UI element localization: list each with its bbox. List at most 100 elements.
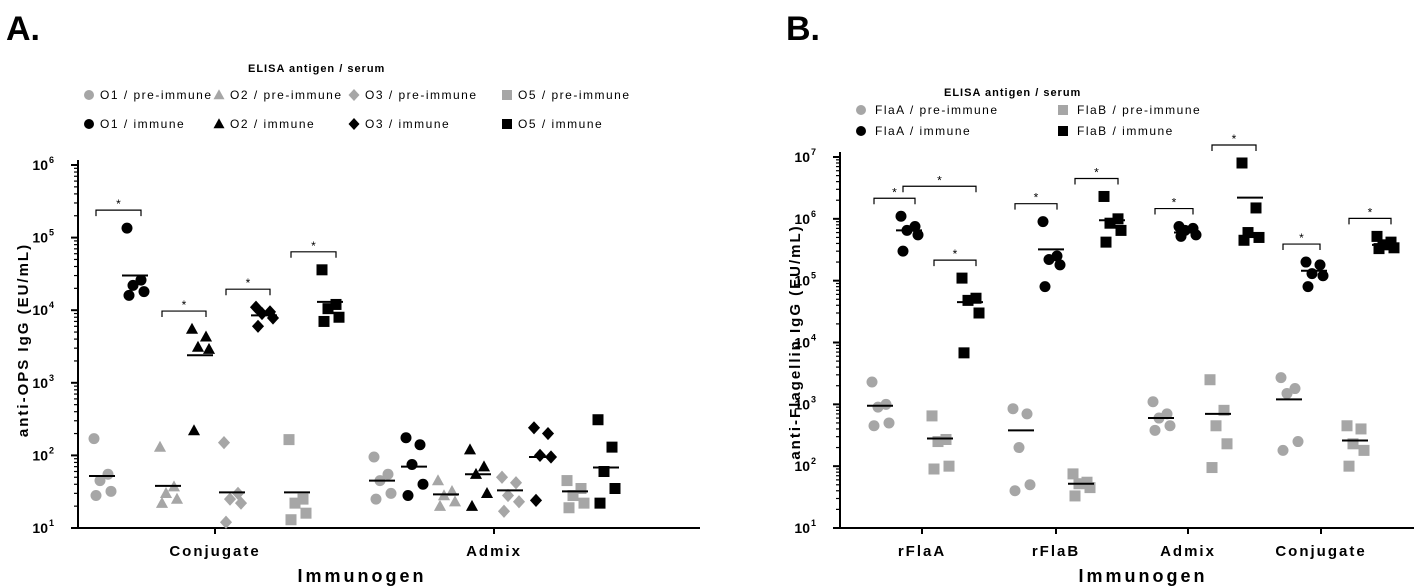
data-point [153, 440, 167, 452]
legend-marker [1058, 126, 1068, 136]
y-tick-label: 106 [32, 155, 54, 173]
data-point [448, 495, 462, 507]
legend-marker [856, 126, 866, 136]
data-point [1115, 224, 1127, 236]
significance-star: * [1232, 132, 1237, 146]
data-point [912, 229, 924, 241]
data-point [322, 303, 334, 315]
data-point [1242, 227, 1254, 239]
panel-a-plot: 101 102 103 104 105 106 Conjugate Admix O1 / pre… [32, 88, 700, 560]
data-point [433, 499, 447, 511]
data-group [561, 475, 590, 514]
x-tick-label: Conjugate [1275, 543, 1366, 560]
data-point [316, 264, 328, 276]
legend-marker [1058, 105, 1068, 115]
significance-bracket: * [1282, 231, 1321, 251]
y-tick-label: 105 [794, 271, 816, 289]
data-point [1355, 423, 1367, 435]
legend-entry: FlaA / immune [875, 124, 971, 138]
significance-bracket: * [1014, 191, 1058, 210]
data-point [956, 272, 968, 284]
data-group [926, 410, 955, 475]
bracket-line [933, 259, 977, 267]
data-group [866, 376, 895, 432]
data-point [1250, 202, 1262, 214]
data-point [895, 210, 907, 222]
x-tick-label: Admix [1160, 543, 1216, 560]
legend-entry: O1 / pre-immune [100, 88, 213, 102]
legend-marker [213, 118, 225, 129]
data-group [1007, 403, 1036, 497]
legend: O1 / pre-immune O2 / pre-immune O3 / pre-i… [84, 88, 631, 131]
data-point [1300, 256, 1312, 268]
data-point [501, 488, 515, 503]
data-point [533, 448, 547, 462]
x-tick-label: Admix [466, 543, 522, 560]
data-group [463, 443, 494, 511]
data-point [563, 502, 575, 514]
significance-star: * [246, 276, 251, 290]
panel-b-x-axis-label: Immunogen [1079, 566, 1208, 586]
significance-star: * [116, 197, 121, 211]
bracket-line [1014, 203, 1058, 210]
significance-bracket: * [1348, 205, 1392, 225]
significance-bracket: * [95, 197, 142, 217]
data-point [285, 514, 297, 526]
legend: FlaA / pre-immune FlaB / pre-immune FlaA /… [856, 103, 1200, 138]
data-group [153, 440, 184, 508]
significance-star: * [1299, 231, 1304, 245]
data-point [512, 495, 526, 509]
x-tick-label: rFlaA [898, 543, 946, 560]
data-point [928, 463, 940, 475]
legend-entry: O3 / pre-immune [365, 88, 478, 102]
y-tick-label: 105 [32, 228, 54, 246]
data-point [497, 504, 511, 518]
bracket-line [95, 209, 142, 217]
data-point [1292, 436, 1304, 448]
y-tick-label: 103 [794, 394, 816, 412]
data-point [414, 439, 426, 451]
legend-entry: O5 / pre-immune [518, 88, 631, 102]
panel-a-legend-title: ELISA antigen / serum [248, 63, 385, 75]
data-group [1371, 230, 1400, 255]
data-point [231, 486, 245, 500]
data-point [170, 492, 184, 504]
data-group [1236, 157, 1265, 246]
data-point [1238, 234, 1250, 246]
data-point [445, 485, 459, 497]
legend-marker [84, 119, 94, 129]
data-point [1206, 462, 1218, 474]
data-point [202, 342, 216, 354]
legend-marker [213, 89, 225, 100]
data-point [219, 515, 233, 529]
data-point [1373, 243, 1385, 255]
data-point [1277, 444, 1289, 456]
data-point [138, 286, 150, 298]
data-point [1221, 438, 1233, 450]
data-point [289, 497, 301, 509]
data-point [1218, 404, 1230, 416]
data-point [1341, 420, 1353, 432]
data-group [1300, 256, 1329, 293]
data-point [1021, 408, 1033, 420]
data-point [1204, 374, 1216, 386]
data-point [958, 347, 970, 359]
significance-bracket: * [161, 298, 207, 318]
bracket-line [225, 288, 271, 296]
significance-bracket: * [1154, 196, 1194, 215]
data-point [370, 493, 382, 505]
data-group [1067, 468, 1096, 502]
data-point [127, 279, 139, 291]
data-point [463, 443, 477, 455]
data-point [962, 294, 974, 306]
data-point [402, 490, 414, 502]
data-point [1190, 229, 1202, 241]
data-point [318, 315, 330, 327]
data-point [1037, 216, 1049, 228]
data-point [191, 340, 205, 352]
data-group [283, 434, 312, 526]
data-point [199, 330, 213, 342]
legend-marker [502, 119, 512, 129]
data-group [1173, 221, 1202, 242]
